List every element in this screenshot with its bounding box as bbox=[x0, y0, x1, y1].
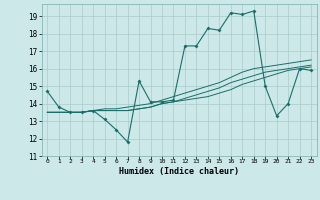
X-axis label: Humidex (Indice chaleur): Humidex (Indice chaleur) bbox=[119, 167, 239, 176]
